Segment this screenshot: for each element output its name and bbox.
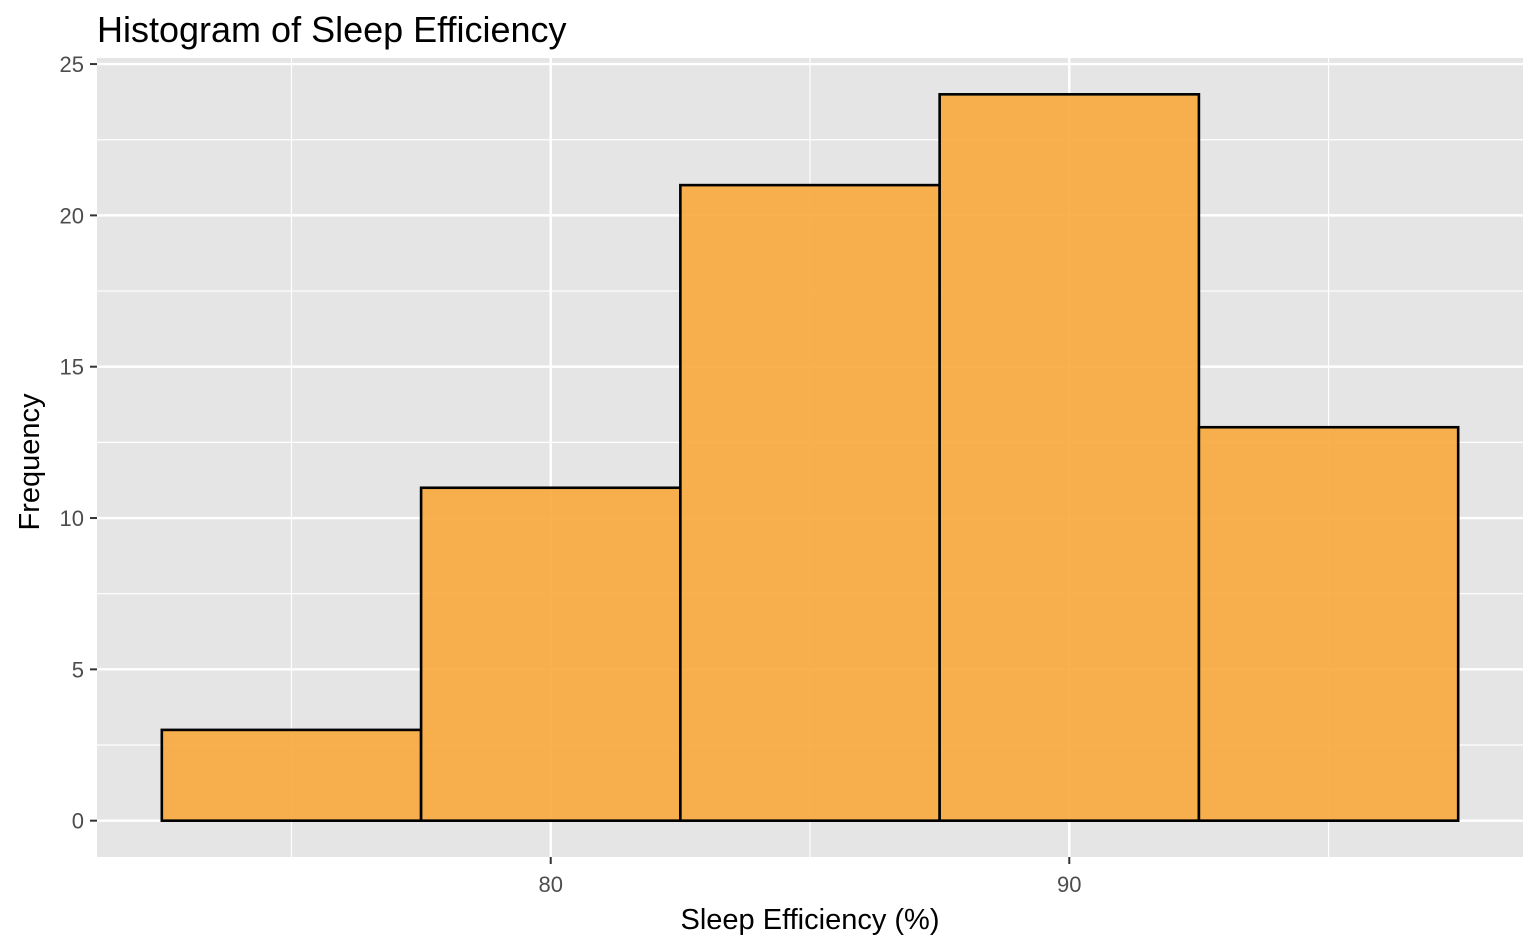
x-tick-label: 90 — [1057, 872, 1081, 897]
y-axis-title: Frequency — [14, 393, 46, 531]
histogram-bar — [1197, 425, 1460, 822]
y-tick-label: 20 — [60, 203, 84, 228]
bars-group — [160, 93, 1460, 822]
y-tick-label: 10 — [60, 506, 84, 531]
y-tick-label: 0 — [72, 809, 84, 834]
y-tick-label: 25 — [60, 52, 84, 77]
y-tick-label: 5 — [72, 657, 84, 682]
histogram-bar — [679, 183, 941, 822]
x-tick-label: 80 — [538, 872, 562, 897]
histogram-bar — [938, 93, 1201, 822]
x-axis-title: Sleep Efficiency (%) — [681, 904, 940, 936]
histogram-bar — [160, 728, 423, 822]
y-tick-label: 15 — [60, 355, 84, 380]
histogram-bar — [419, 486, 682, 822]
axes-group: 0 5 10 15 20 25 80 90 — [60, 52, 1082, 897]
chart-title: Histogram of Sleep Efficiency — [97, 9, 567, 50]
